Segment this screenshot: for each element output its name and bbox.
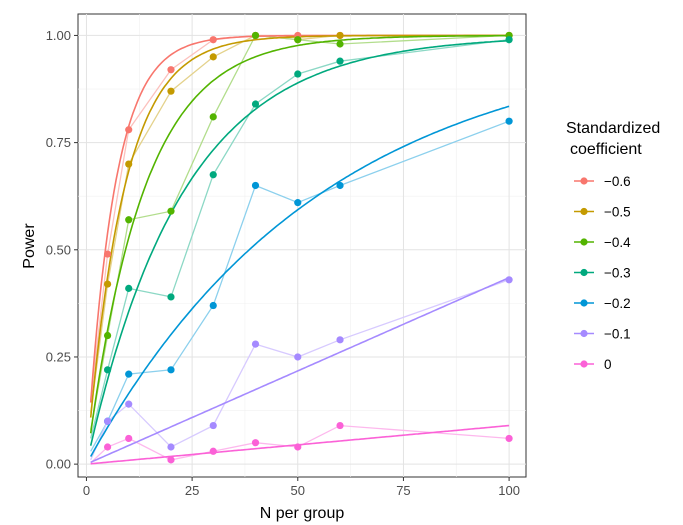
legend-item-label: −0.1 — [604, 327, 631, 342]
legend-item-label: −0.6 — [604, 174, 631, 189]
data-point — [209, 421, 217, 430]
y-tick-label: 0.75 — [46, 135, 71, 150]
data-points — [103, 31, 513, 464]
legend: Standardized coefficient −0.6 −0.5 −0.4 −0.… — [566, 120, 660, 372]
data-point — [103, 250, 112, 258]
legend-key-point — [580, 299, 588, 307]
data-point — [505, 276, 513, 284]
data-point — [209, 36, 217, 44]
legend-key-point — [580, 268, 588, 277]
legend-key-point — [580, 329, 588, 338]
data-point — [125, 434, 133, 443]
legend-item-label: −0.5 — [604, 205, 631, 220]
data-point — [251, 340, 260, 348]
data-point — [251, 439, 260, 447]
data-point — [294, 199, 302, 207]
data-point — [167, 443, 175, 451]
plot-panel — [77, 13, 527, 478]
legend-key-point — [580, 207, 588, 216]
data-point — [167, 207, 175, 215]
data-point — [336, 57, 344, 65]
y-tick-label: 0.00 — [46, 457, 71, 472]
x-tick-label: 75 — [396, 483, 410, 498]
data-point — [336, 31, 344, 40]
data-point — [336, 336, 344, 344]
data-point — [505, 117, 513, 125]
legend-item-label: −0.2 — [604, 296, 631, 311]
x-axis: 0 25 50 75 100 — [83, 477, 520, 498]
legend-key-point — [580, 360, 588, 368]
data-point — [103, 417, 112, 425]
x-tick-label: 0 — [83, 483, 90, 498]
data-point — [167, 293, 175, 301]
fitted-curve — [89, 34, 510, 434]
legend-item-label: 0 — [604, 357, 612, 372]
fitted-curve — [90, 276, 510, 464]
data-point — [294, 36, 302, 44]
y-tick-label: 1.00 — [46, 28, 71, 43]
data-point — [294, 443, 302, 451]
x-tick-label: 100 — [498, 483, 520, 498]
y-tick-label: 0.50 — [46, 242, 71, 257]
data-point — [125, 284, 133, 292]
legend-item-label: −0.4 — [604, 235, 631, 250]
data-point — [103, 331, 112, 340]
data-point — [294, 353, 302, 361]
data-point — [125, 370, 133, 378]
data-point — [251, 181, 260, 190]
legend-title-line-2: coefficient — [570, 141, 642, 158]
data-point — [209, 301, 217, 310]
data-point — [103, 366, 112, 374]
y-axis-title: Power — [21, 223, 38, 269]
x-tick-label: 50 — [291, 483, 305, 498]
legend-key-point — [580, 177, 588, 185]
data-point — [103, 443, 112, 451]
data-point — [209, 53, 217, 61]
data-point — [167, 87, 175, 95]
fitted-curve — [89, 105, 510, 457]
data-point — [209, 113, 217, 121]
data-point — [167, 366, 175, 374]
data-point — [336, 40, 344, 48]
data-point — [125, 400, 133, 408]
data-point — [251, 31, 260, 40]
legend-item-label: −0.3 — [604, 266, 631, 281]
fitted-curve — [89, 39, 510, 446]
legend-key-point — [580, 238, 588, 246]
data-point — [294, 70, 302, 78]
y-tick-label: 0.25 — [46, 349, 71, 364]
data-point — [167, 456, 175, 464]
data-point — [125, 160, 133, 168]
data-point — [209, 171, 217, 179]
data-point — [125, 126, 133, 134]
data-point — [251, 100, 260, 108]
data-point — [505, 36, 513, 44]
data-point — [103, 280, 112, 288]
x-tick-label: 25 — [185, 483, 199, 498]
data-point — [336, 421, 344, 430]
grid-minor — [78, 14, 526, 477]
data-point — [209, 447, 217, 455]
data-point — [125, 216, 133, 224]
data-point — [167, 66, 175, 74]
legend-title-line-1: Standardized — [566, 120, 660, 137]
x-axis-title: N per group — [260, 505, 345, 522]
y-axis: 0.00 0.25 0.50 0.75 1.00 — [46, 28, 78, 472]
data-point — [336, 181, 344, 190]
data-point — [505, 434, 513, 443]
